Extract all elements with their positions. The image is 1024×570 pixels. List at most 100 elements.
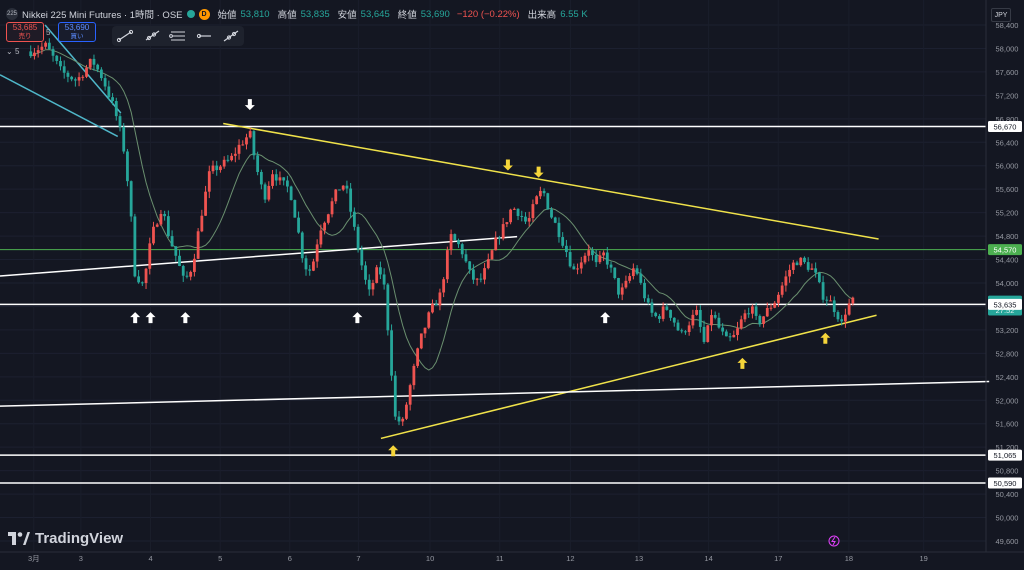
arrow-up-icon: [352, 312, 363, 324]
candle-body: [639, 273, 643, 283]
candle-body: [148, 243, 152, 269]
trend-line-tool-icon[interactable]: [116, 29, 134, 43]
candle-body: [568, 252, 572, 267]
candle-body: [687, 325, 691, 332]
currency-label[interactable]: JPY: [991, 8, 1011, 22]
open-label: 始値: [217, 10, 237, 21]
x-tick-label: 4: [148, 554, 152, 563]
annotation-arrows: [130, 99, 831, 457]
candle-body: [769, 307, 773, 309]
tradingview-logo: TradingView: [8, 530, 123, 547]
y-tick-label: 54,000: [996, 279, 1019, 288]
candle-body: [628, 276, 632, 281]
extended-line-tool-icon[interactable]: [222, 29, 240, 43]
drawing-toolbar: [112, 26, 244, 46]
candle-body: [196, 231, 200, 259]
candle-body: [449, 234, 453, 251]
candle-body: [286, 180, 289, 187]
volume-value: 6.55 K: [560, 8, 588, 20]
candle-body: [85, 67, 88, 77]
y-tick-label: 49,600: [996, 537, 1019, 546]
chart-title[interactable]: Nikkei 225 Mini Futures · 1時間 · OSE: [22, 10, 183, 21]
parallel-channel-tool-icon[interactable]: [169, 29, 187, 43]
horizontal-levels: [0, 125, 986, 484]
x-tick-label: 13: [635, 554, 643, 563]
candlestick-series: [29, 38, 855, 426]
candle-body: [698, 309, 702, 327]
candle-body: [375, 267, 379, 283]
candle-body: [59, 60, 62, 67]
y-tick-label: 57,200: [996, 91, 1019, 100]
candle-body: [702, 326, 706, 342]
horizontal-ray-tool-icon[interactable]: [195, 29, 213, 43]
y-tick-label: 57,600: [996, 68, 1019, 77]
x-tick-label: 3月: [28, 554, 40, 563]
candle-body: [222, 159, 226, 167]
trendline: [380, 314, 877, 440]
indicator-legend[interactable]: ⌄ 5: [6, 47, 20, 56]
moving-average-line: [30, 49, 854, 371]
candle-body: [509, 209, 512, 223]
y-tick-label: 54,400: [996, 256, 1019, 265]
buy-button[interactable]: 53,690 買い: [58, 22, 96, 42]
market-status-icon: [186, 10, 195, 18]
candle-body: [152, 226, 155, 244]
alert-icon[interactable]: [828, 535, 840, 547]
candle-body: [762, 316, 765, 324]
candle-body: [598, 255, 602, 263]
candle-body: [505, 222, 509, 225]
candle-body: [501, 224, 505, 239]
sell-button[interactable]: 53,685 売り: [6, 22, 44, 42]
x-tick-label: 11: [496, 554, 504, 563]
candle-body: [572, 266, 576, 270]
candle-body: [486, 259, 490, 269]
y-tick-label: 53,200: [996, 326, 1019, 335]
candle-body: [672, 317, 676, 323]
candle-body: [445, 250, 449, 280]
candle-body: [695, 309, 698, 315]
candle-body: [382, 274, 386, 285]
candle-body: [524, 216, 527, 222]
candle-body: [732, 334, 736, 338]
candle-body: [438, 292, 442, 306]
candle-body: [300, 232, 304, 259]
price-tag: [988, 120, 1022, 132]
candle-body: [739, 319, 743, 329]
candle-body: [817, 272, 821, 283]
candle-body: [721, 327, 725, 332]
brand-name: TradingView: [35, 530, 124, 547]
candle-body: [751, 306, 754, 314]
price-tag-label: 53,635: [994, 300, 1017, 309]
candle-body: [431, 303, 434, 313]
candle-body: [92, 58, 96, 65]
candle-body: [765, 307, 769, 317]
candle-body: [185, 275, 189, 277]
candle-body: [777, 294, 780, 303]
candle-body: [47, 42, 51, 50]
candle-body: [829, 300, 832, 302]
candle-body: [643, 282, 646, 299]
candle-body: [330, 201, 334, 215]
candle-body: [579, 262, 583, 269]
candle-body: [278, 177, 282, 181]
candle-body: [613, 267, 617, 279]
sell-label: 売り: [18, 33, 32, 40]
candle-body: [650, 302, 654, 313]
price-labels: 56,67054,57053,69027:5253,63551,06550,59…: [988, 120, 1022, 489]
low-label: 安値: [337, 10, 357, 21]
trendline: [44, 24, 122, 114]
candle-body: [814, 268, 818, 273]
ray-tool-icon[interactable]: [143, 29, 161, 43]
candle-body: [531, 204, 535, 219]
candle-body: [304, 258, 308, 270]
open-value: 53,810: [240, 8, 270, 20]
candle-body: [661, 306, 665, 319]
candle-body: [401, 418, 405, 422]
candle-body: [271, 174, 274, 186]
candle-body: [73, 79, 77, 81]
candle-body: [111, 97, 114, 102]
candle-body: [442, 279, 446, 293]
candle-body: [810, 268, 814, 270]
y-tick-label: 50,000: [996, 514, 1019, 523]
